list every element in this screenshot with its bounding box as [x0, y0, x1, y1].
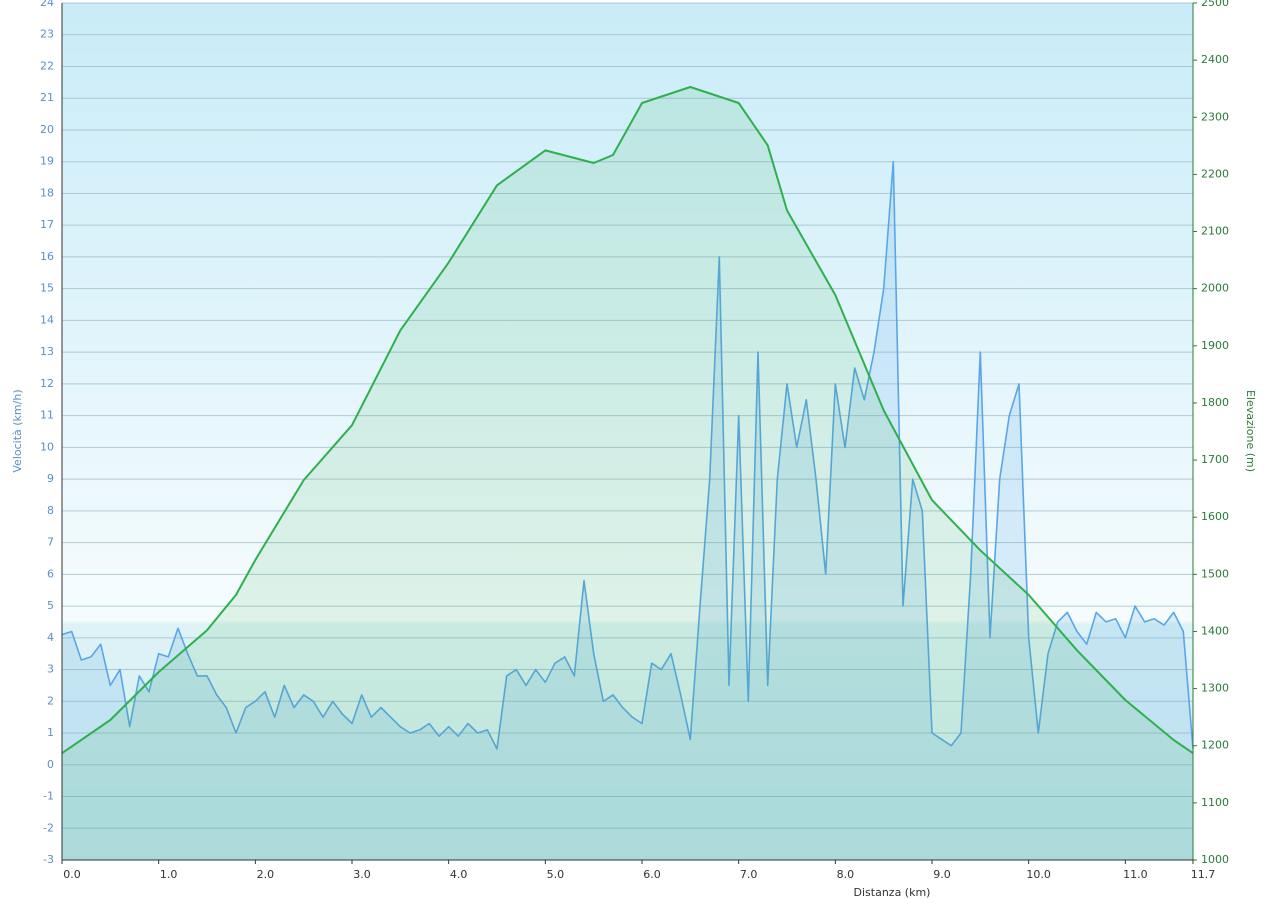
y-tick-label: 22	[40, 59, 54, 72]
x-tick-label: 1.0	[160, 868, 178, 881]
y2-tick-label: 2300	[1201, 110, 1229, 123]
y-tick-label: 10	[40, 440, 54, 453]
y-tick-label: 3	[47, 663, 54, 676]
x-tick-label: 9.0	[933, 868, 951, 881]
y2-tick-label: 2400	[1201, 53, 1229, 66]
y2-tick-label: 2100	[1201, 225, 1229, 238]
y-tick-label: -1	[43, 790, 54, 803]
y2-tick-label: 2500	[1201, 0, 1229, 9]
y2-tick-label: 1600	[1201, 510, 1229, 523]
y2-tick-label: 1100	[1201, 796, 1229, 809]
x-tick-label: 0.0	[63, 868, 81, 881]
x-tick-label: 11.7	[1191, 868, 1216, 881]
y-tick-label: 6	[47, 567, 54, 580]
y2-tick-label: 1900	[1201, 339, 1229, 352]
y2-tick-label: 2000	[1201, 282, 1229, 295]
plot-background	[62, 3, 1193, 860]
y-tick-label: 15	[40, 282, 54, 295]
y2-tick-label: 1000	[1201, 853, 1229, 866]
x-tick-label: 5.0	[547, 868, 565, 881]
x-tick-label: 2.0	[257, 868, 275, 881]
y-tick-label: 8	[47, 504, 54, 517]
y-tick-label: 9	[47, 472, 54, 485]
x-tick-label: 4.0	[450, 868, 468, 881]
y-tick-label: 12	[40, 377, 54, 390]
y2-tick-label: 1700	[1201, 453, 1229, 466]
y-tick-label: 21	[40, 91, 54, 104]
x-tick-label: 8.0	[837, 868, 855, 881]
y-tick-label: 18	[40, 186, 54, 199]
y2-tick-label: 2200	[1201, 167, 1229, 180]
x-tick-label: 3.0	[353, 868, 371, 881]
y-tick-label: 23	[40, 28, 54, 41]
y2-tick-label: 1200	[1201, 739, 1229, 752]
y-tick-label: 20	[40, 123, 54, 136]
y-tick-label: 5	[47, 599, 54, 612]
y2-tick-label: 1400	[1201, 624, 1229, 637]
x-axis-title: Distanza (km)	[854, 886, 931, 899]
y-tick-label: 4	[47, 631, 54, 644]
y-tick-label: 24	[40, 0, 54, 9]
y2-tick-label: 1300	[1201, 682, 1229, 695]
x-tick-label: 11.0	[1123, 868, 1148, 881]
series-line	[61, 86, 1194, 755]
series-line	[61, 160, 1194, 750]
y-tick-label: 16	[40, 250, 54, 263]
y-tick-label: 17	[40, 218, 54, 231]
y-tick-label: 13	[40, 345, 54, 358]
x-tick-label: 6.0	[643, 868, 661, 881]
series-area	[62, 87, 1193, 860]
y-tick-label: 2	[47, 694, 54, 707]
y-tick-label: -3	[43, 853, 54, 866]
series-area	[62, 161, 1193, 860]
y2-tick-label: 1500	[1201, 567, 1229, 580]
y2-axis-title: Elevazione (m)	[1244, 390, 1257, 472]
y-tick-label: -2	[43, 821, 54, 834]
y-tick-label: 14	[40, 313, 54, 326]
y-tick-label: 7	[47, 536, 54, 549]
y-axis-title: Velocità (km/h)	[11, 389, 24, 472]
y-tick-label: 1	[47, 726, 54, 739]
y2-tick-label: 1800	[1201, 396, 1229, 409]
x-tick-label: 7.0	[740, 868, 758, 881]
y-tick-label: 19	[40, 155, 54, 168]
y-tick-label: 11	[40, 409, 54, 422]
x-tick-label: 10.0	[1026, 868, 1051, 881]
y-tick-label: 0	[47, 758, 54, 771]
